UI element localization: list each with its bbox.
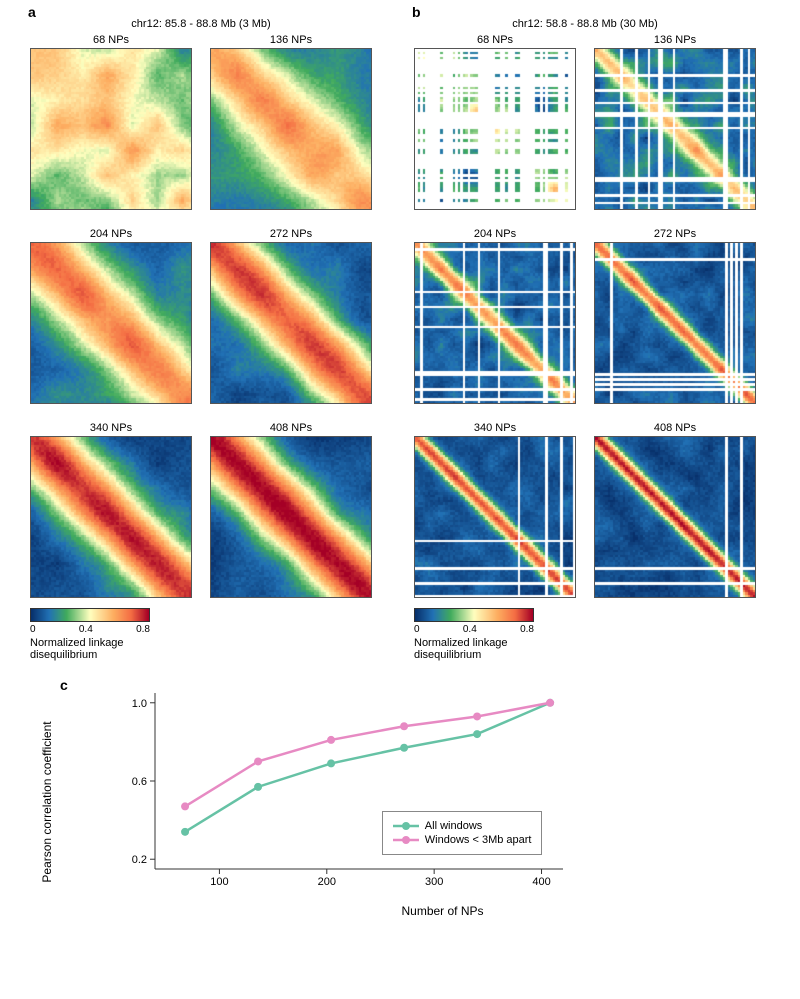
legend-label: Windows < 3Mb apart xyxy=(425,834,532,846)
panel-c-ylabel: Pearson correlation coefficient xyxy=(40,721,54,882)
panel-b-grid: 68 NPs 136 NPs 204 NPs 272 NPs 340 NPs 408 NP… xyxy=(414,34,756,598)
heatmap-cell: 272 NPs xyxy=(594,228,756,404)
heatmap-image xyxy=(414,242,576,404)
panel-c-xlabel: Number of NPs xyxy=(115,904,770,918)
colorbar-ticks: 0 0.4 0.8 xyxy=(414,624,534,635)
panel-c-chart: Pearson correlation coefficient 10020030… xyxy=(115,685,770,918)
heatmap-cell: 68 NPs xyxy=(414,34,576,210)
heatmap-cell: 340 NPs xyxy=(30,422,192,598)
series-marker xyxy=(400,722,408,730)
heatmap-label: 272 NPs xyxy=(270,228,312,240)
legend-row: All windows xyxy=(393,820,532,832)
panel-a: a chr12: 85.8 - 88.8 Mb (3 Mb) 68 NPs136… xyxy=(30,18,372,661)
colorbar-label-line1: Normalized linkage xyxy=(414,637,508,649)
colorbar-tick: 0.4 xyxy=(79,624,93,635)
series-marker xyxy=(181,828,189,836)
heatmap-label: 68 NPs xyxy=(93,34,129,46)
heatmap-image xyxy=(414,436,576,598)
panel-b-colorbar: 0 0.4 0.8 Normalized linkage disequilibr… xyxy=(414,608,756,661)
panel-c-svg: 100 200 300 400 0.2 0.6 1.0 xyxy=(115,685,575,895)
panel-a-title: chr12: 85.8 - 88.8 Mb (3 Mb) xyxy=(30,18,372,30)
heatmap-cell: 272 NPs xyxy=(210,228,372,404)
panel-b-title: chr12: 58.8 - 88.8 Mb (30 Mb) xyxy=(414,18,756,30)
panel-b-letter: b xyxy=(412,4,421,20)
colorbar-ticks: 0 0.4 0.8 xyxy=(30,624,150,635)
heatmap-cell: 136 NPs xyxy=(210,34,372,210)
heatmap-label: 272 NPs xyxy=(654,228,696,240)
heatmap-image xyxy=(594,242,756,404)
heatmap-label: 340 NPs xyxy=(90,422,132,434)
series-marker xyxy=(400,744,408,752)
heatmap-cell: 408 NPs xyxy=(594,422,756,598)
heatmap-cell: 340 NPs xyxy=(414,422,576,598)
series-marker xyxy=(181,803,189,811)
heatmap-image xyxy=(210,48,372,210)
panel-c-letter: c xyxy=(60,677,68,693)
series-marker xyxy=(254,758,262,766)
colorbar-label-line1: Normalized linkage xyxy=(30,637,124,649)
svg-text:100: 100 xyxy=(210,876,228,888)
series-marker xyxy=(473,730,481,738)
colorbar-gradient xyxy=(30,608,150,622)
panel-b: b chr12: 58.8 - 88.8 Mb (30 Mb) 68 NPs13… xyxy=(414,18,756,661)
svg-text:200: 200 xyxy=(318,876,336,888)
heatmap-label: 68 NPs xyxy=(477,34,513,46)
heatmap-cell: 204 NPs xyxy=(414,228,576,404)
heatmap-cell: 204 NPs xyxy=(30,228,192,404)
legend-row: Windows < 3Mb apart xyxy=(393,834,532,846)
heatmap-label: 408 NPs xyxy=(270,422,312,434)
heatmap-cell: 136 NPs xyxy=(594,34,756,210)
panel-a-letter: a xyxy=(28,4,36,20)
heatmap-image xyxy=(594,436,756,598)
svg-text:300: 300 xyxy=(425,876,443,888)
colorbar-tick: 0.8 xyxy=(520,624,534,635)
legend-marker xyxy=(393,834,419,846)
colorbar-label: Normalized linkage disequilibrium xyxy=(414,637,508,661)
series-marker xyxy=(327,760,335,768)
panel-c: c Pearson correlation coefficient 100200… xyxy=(30,685,770,918)
series-marker xyxy=(546,699,554,707)
legend-label: All windows xyxy=(425,820,482,832)
legend-marker xyxy=(393,820,419,832)
panel-a-colorbar: 0 0.4 0.8 Normalized linkage disequilibr… xyxy=(30,608,372,661)
panel-c-legend: All windows Windows < 3Mb apart xyxy=(382,811,543,855)
series-marker xyxy=(327,736,335,744)
heatmap-label: 136 NPs xyxy=(654,34,696,46)
heatmap-image xyxy=(594,48,756,210)
colorbar-tick: 0.8 xyxy=(136,624,150,635)
heatmap-label: 340 NPs xyxy=(474,422,516,434)
heatmap-label: 204 NPs xyxy=(474,228,516,240)
heatmap-label: 136 NPs xyxy=(270,34,312,46)
heatmap-label: 408 NPs xyxy=(654,422,696,434)
colorbar-gradient xyxy=(414,608,534,622)
colorbar-label: Normalized linkage disequilibrium xyxy=(30,637,124,661)
series-marker xyxy=(473,713,481,721)
heatmap-cell: 408 NPs xyxy=(210,422,372,598)
heatmap-image xyxy=(210,436,372,598)
figure: a chr12: 85.8 - 88.8 Mb (3 Mb) 68 NPs 136… xyxy=(0,0,800,999)
colorbar-tick: 0.4 xyxy=(463,624,477,635)
colorbar-tick: 0 xyxy=(414,624,420,635)
heatmap-image xyxy=(210,242,372,404)
svg-text:400: 400 xyxy=(532,876,550,888)
colorbar-label-line2: disequilibrium xyxy=(30,649,97,661)
svg-text:1.0: 1.0 xyxy=(132,698,147,710)
heatmap-image xyxy=(30,436,192,598)
heatmap-cell: 68 NPs xyxy=(30,34,192,210)
svg-text:0.2: 0.2 xyxy=(132,854,147,866)
colorbar-label-line2: disequilibrium xyxy=(414,649,481,661)
colorbar-tick: 0 xyxy=(30,624,36,635)
heatmap-image xyxy=(414,48,576,210)
series-marker xyxy=(254,783,262,791)
svg-text:0.6: 0.6 xyxy=(132,776,147,788)
panels-a-b-row: a chr12: 85.8 - 88.8 Mb (3 Mb) 68 NPs136… xyxy=(30,18,770,661)
heatmap-label: 204 NPs xyxy=(90,228,132,240)
heatmap-image xyxy=(30,48,192,210)
heatmap-image xyxy=(30,242,192,404)
panel-a-grid: 68 NPs 136 NPs 204 NPs 272 NPs 340 NPs 408 NP… xyxy=(30,34,372,598)
